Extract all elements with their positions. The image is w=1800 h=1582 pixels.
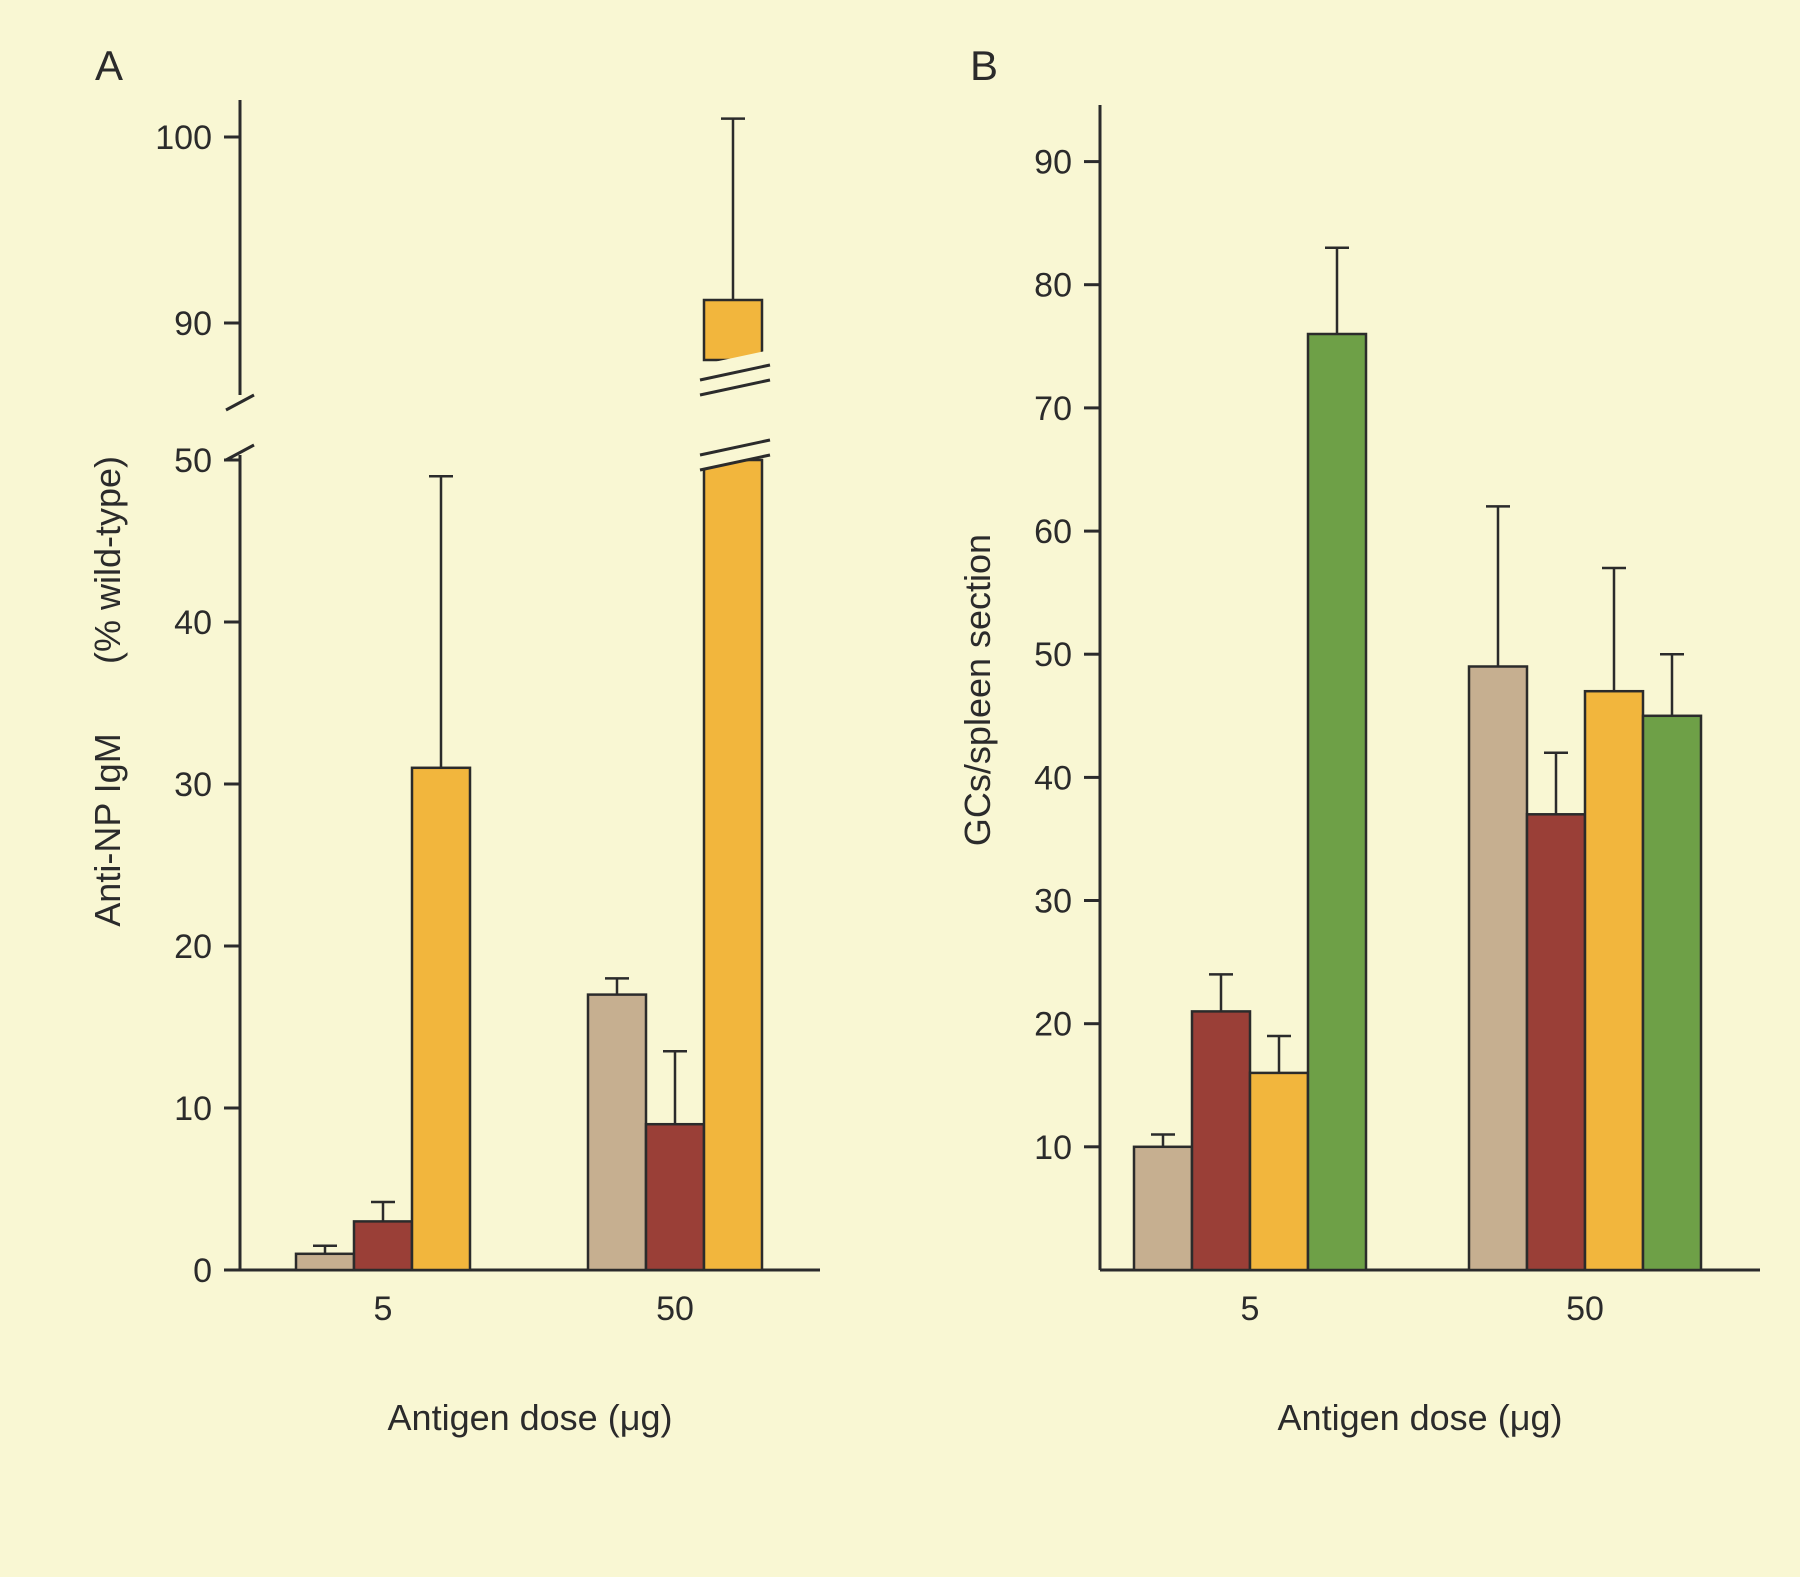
ytick-label: 10 — [1034, 1129, 1072, 1167]
figure-svg: A 0 10 20 30 40 50 — [0, 0, 1800, 1577]
ytick-label: 90 — [1034, 144, 1072, 182]
panel-a-ylabel-2: (% wild-type) — [87, 456, 128, 664]
ytick-label: 40 — [1034, 759, 1072, 797]
ytick-label: 0 — [193, 1252, 212, 1290]
ytick-label: 50 — [174, 442, 212, 480]
ytick-label: 80 — [1034, 267, 1072, 305]
ytick-label: 20 — [1034, 1006, 1072, 1044]
figure-bg — [0, 0, 1800, 1577]
bar — [1250, 1073, 1308, 1270]
bar — [1308, 334, 1366, 1270]
bar — [296, 1254, 354, 1270]
panel-a-ylabel-1: Anti-NP IgM — [87, 733, 128, 926]
ytick-label: 90 — [174, 305, 212, 343]
bar — [1585, 691, 1643, 1270]
bar — [1192, 1011, 1250, 1270]
bar — [354, 1221, 412, 1270]
panel-b-ylabel: GCs/spleen section — [957, 534, 998, 846]
xtick-label: 50 — [1566, 1290, 1604, 1328]
bar — [1469, 667, 1527, 1271]
bar — [1643, 716, 1701, 1270]
bar — [1134, 1147, 1192, 1270]
xtick-label: 5 — [1241, 1290, 1260, 1328]
panel-a-label: A — [95, 42, 123, 89]
ytick-label: 20 — [174, 928, 212, 966]
ytick-label: 100 — [155, 119, 212, 157]
bar — [646, 1124, 704, 1270]
xtick-label: 5 — [374, 1290, 393, 1328]
panel-b-xlabel: Antigen dose (μg) — [1278, 1397, 1563, 1438]
ytick-label: 70 — [1034, 390, 1072, 428]
xtick-label: 50 — [656, 1290, 694, 1328]
ytick-label: 30 — [1034, 883, 1072, 921]
bar — [588, 995, 646, 1270]
ytick-label: 40 — [174, 604, 212, 642]
bar-upper-segment — [704, 300, 762, 360]
figure-container: A 0 10 20 30 40 50 — [0, 0, 1800, 1577]
ytick-label: 10 — [174, 1090, 212, 1128]
panel-a-xlabel: Antigen dose (μg) — [388, 1397, 673, 1438]
bar — [1527, 814, 1585, 1270]
ytick-label: 50 — [1034, 636, 1072, 674]
panel-b-label: B — [970, 42, 998, 89]
bar — [412, 768, 470, 1270]
bar-lower-segment — [704, 460, 762, 1270]
ytick-label: 60 — [1034, 513, 1072, 551]
ytick-label: 30 — [174, 766, 212, 804]
